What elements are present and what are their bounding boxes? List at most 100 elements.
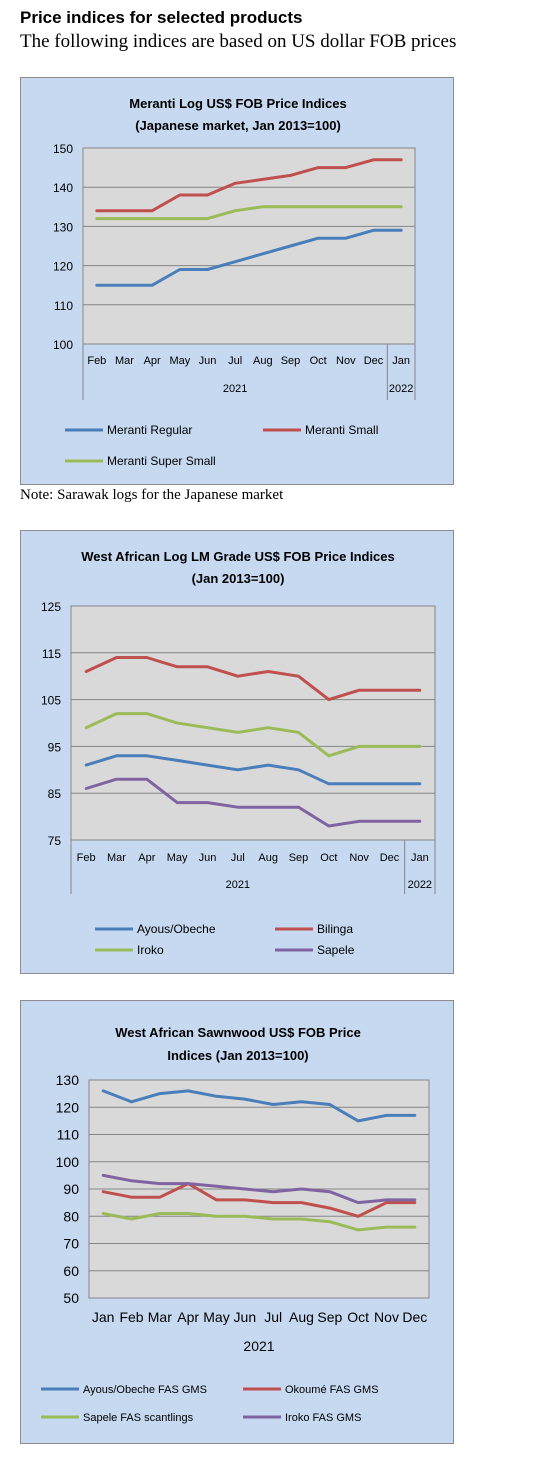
series-line-1 bbox=[101, 1089, 417, 1123]
chart-svg: Meranti Log US$ FOB Price Indices (Japane… bbox=[53, 96, 416, 468]
series-line-4 bbox=[84, 777, 422, 828]
y-tick-label: 130 bbox=[53, 220, 73, 234]
x-tick-label: May bbox=[203, 1309, 229, 1325]
x-tick-label: Jul bbox=[231, 852, 245, 864]
x-tick-label: Jul bbox=[228, 355, 242, 367]
y-tick-label: 125 bbox=[41, 600, 61, 614]
chart-title: Meranti Log US$ FOB Price Indices bbox=[129, 96, 346, 111]
x-tick-label: Sep bbox=[317, 1309, 342, 1325]
y-tick-label: 85 bbox=[48, 787, 62, 801]
chart-note: Note: Sarawak logs for the Japanese mark… bbox=[20, 487, 284, 503]
legend-label: Okoumé FAS GMS bbox=[285, 1384, 379, 1396]
x-tick-label: May bbox=[167, 852, 188, 864]
y-tick-label: 150 bbox=[53, 142, 73, 156]
x-tick-label: Oct bbox=[310, 355, 327, 367]
x-tick-label: Apr bbox=[144, 355, 161, 367]
x-tick-label: Jun bbox=[234, 1309, 257, 1325]
series-line-1 bbox=[84, 754, 422, 786]
x-tick-label: Sep bbox=[289, 852, 309, 864]
chart-title: West African Log LM Grade US$ FOB Price … bbox=[81, 549, 395, 564]
series-line-3 bbox=[84, 712, 422, 758]
y-tick-label: 50 bbox=[63, 1290, 79, 1306]
x-tick-label: Nov bbox=[336, 355, 356, 367]
x-tick-label: Jun bbox=[199, 355, 217, 367]
chart-svg: West African Sawnwood US$ FOB Price Indic… bbox=[41, 1025, 430, 1424]
y-tick-label: 90 bbox=[63, 1181, 79, 1197]
x-tick-label: May bbox=[169, 355, 190, 367]
x-tick-label: Aug bbox=[258, 852, 278, 864]
series-line-2 bbox=[95, 158, 403, 213]
legend-label: Sapele bbox=[317, 943, 355, 957]
y-tick-label: 105 bbox=[41, 694, 61, 708]
y-tick-label: 130 bbox=[56, 1072, 80, 1088]
y-tick-label: 110 bbox=[54, 299, 73, 313]
plot-area bbox=[82, 147, 416, 345]
y-tick-label: 95 bbox=[48, 740, 62, 754]
chart-svg: West African Log LM Grade US$ FOB Price … bbox=[41, 549, 436, 957]
x-tick-label: Oct bbox=[347, 1309, 369, 1325]
legend-label: Meranti Regular bbox=[107, 423, 192, 437]
chart-subtitle: Indices (Jan 2013=100) bbox=[167, 1048, 308, 1063]
west-african-log-chart: West African Log LM Grade US$ FOB Price … bbox=[20, 530, 454, 974]
legend-label: Iroko bbox=[137, 943, 164, 957]
x-tick-label: Oct bbox=[320, 852, 337, 864]
y-tick-label: 100 bbox=[53, 338, 73, 352]
year-label: 2021 bbox=[223, 383, 247, 395]
chart-subtitle: (Jan 2013=100) bbox=[192, 571, 285, 586]
y-tick-label: 120 bbox=[53, 260, 73, 274]
x-tick-label: Jun bbox=[199, 852, 217, 864]
x-tick-label: Jan bbox=[392, 355, 410, 367]
x-tick-label: Aug bbox=[289, 1309, 314, 1325]
x-tick-label: Feb bbox=[77, 852, 96, 864]
y-tick-label: 110 bbox=[57, 1127, 80, 1143]
series-line-4 bbox=[101, 1173, 417, 1205]
x-tick-label: Dec bbox=[364, 355, 384, 367]
x-tick-label: Aug bbox=[253, 355, 273, 367]
y-tick-label: 60 bbox=[63, 1263, 79, 1279]
x-tick-label: Sep bbox=[281, 355, 301, 367]
x-tick-label: Dec bbox=[402, 1309, 427, 1325]
x-tick-label: Mar bbox=[107, 852, 126, 864]
series-line-2 bbox=[84, 656, 422, 702]
y-tick-label: 75 bbox=[48, 834, 62, 848]
series-line-3 bbox=[101, 1212, 417, 1232]
y-tick-label: 115 bbox=[42, 647, 61, 661]
legend-label: Ayous/Obeche bbox=[137, 922, 216, 936]
series-line-2 bbox=[101, 1182, 417, 1218]
year-label: 2022 bbox=[408, 879, 432, 891]
x-tick-label: Apr bbox=[177, 1309, 199, 1325]
y-tick-label: 100 bbox=[56, 1154, 80, 1170]
y-tick-label: 140 bbox=[53, 181, 73, 195]
legend-label: Meranti Small bbox=[305, 423, 378, 437]
year-label: 2022 bbox=[389, 383, 413, 395]
series-line-3 bbox=[95, 205, 403, 221]
chart-subtitle: (Japanese market, Jan 2013=100) bbox=[135, 118, 341, 133]
legend-label: Sapele FAS scantlings bbox=[83, 1412, 194, 1424]
west-african-sawnwood-chart: West African Sawnwood US$ FOB Price Indic… bbox=[20, 1000, 454, 1444]
x-tick-label: Jan bbox=[411, 852, 429, 864]
x-tick-label: Apr bbox=[138, 852, 155, 864]
plot-area bbox=[70, 605, 436, 841]
y-tick-label: 80 bbox=[63, 1208, 79, 1224]
year-label: 2021 bbox=[226, 879, 250, 891]
x-tick-label: Mar bbox=[115, 355, 134, 367]
meranti-chart: Meranti Log US$ FOB Price Indices (Japane… bbox=[20, 77, 454, 485]
x-tick-label: Jan bbox=[92, 1309, 115, 1325]
x-tick-label: Feb bbox=[87, 355, 106, 367]
x-tick-label: Mar bbox=[148, 1309, 172, 1325]
legend-label: Iroko FAS GMS bbox=[285, 1412, 361, 1424]
legend-label: Bilinga bbox=[317, 922, 353, 936]
legend-label: Ayous/Obeche FAS GMS bbox=[83, 1384, 207, 1396]
year-label: 2021 bbox=[243, 1338, 274, 1354]
x-tick-label: Feb bbox=[119, 1309, 143, 1325]
chart-title: West African Sawnwood US$ FOB Price bbox=[115, 1025, 361, 1040]
x-tick-label: Nov bbox=[349, 852, 369, 864]
x-tick-label: Dec bbox=[380, 852, 400, 864]
series-line-1 bbox=[95, 228, 403, 287]
x-tick-label: Jul bbox=[264, 1309, 282, 1325]
legend-label: Meranti Super Small bbox=[107, 454, 216, 468]
y-tick-label: 120 bbox=[56, 1099, 80, 1115]
page-subtitle: The following indices are based on US do… bbox=[20, 31, 457, 52]
page-title: Price indices for selected products bbox=[20, 8, 303, 27]
x-tick-label: Nov bbox=[374, 1309, 399, 1325]
